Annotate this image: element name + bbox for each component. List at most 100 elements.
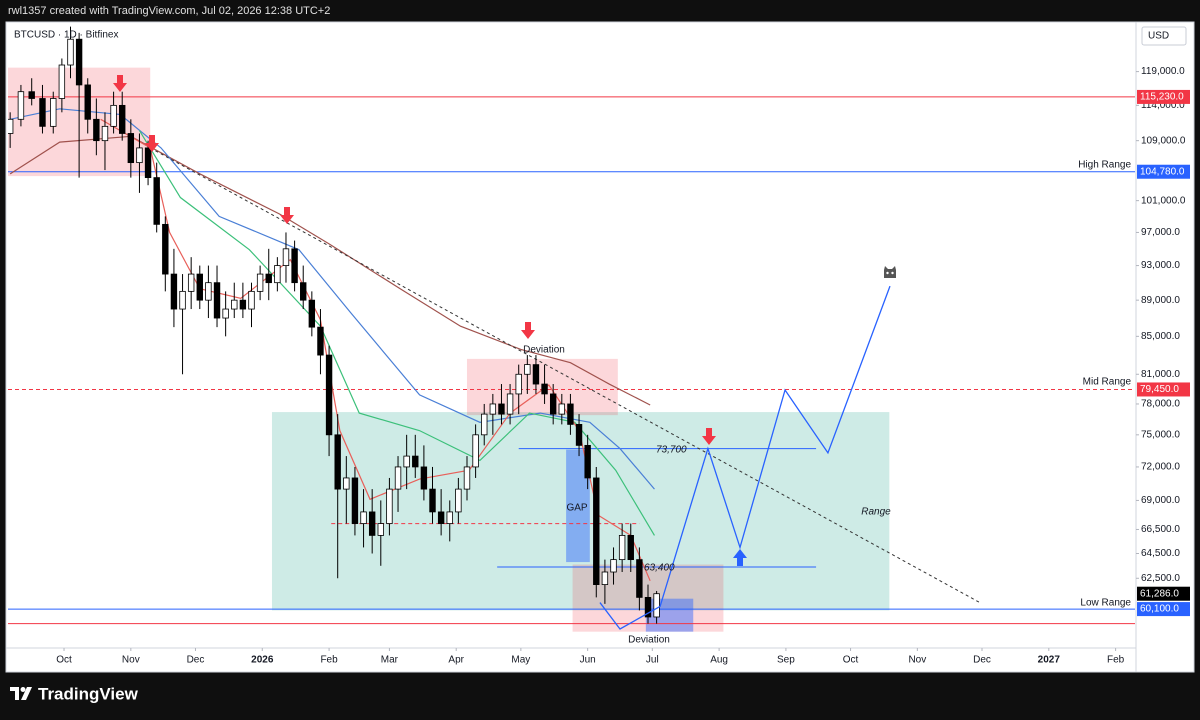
currency-button[interactable] — [1141, 26, 1187, 46]
candle-body — [351, 477, 359, 524]
candle-body — [636, 559, 643, 598]
logo-part — [20, 687, 26, 692]
annotation: Deviation — [523, 345, 565, 356]
candle-body — [325, 354, 333, 436]
candle-body — [93, 118, 100, 142]
candle-body — [282, 248, 290, 266]
x-tick-label: Jun — [580, 655, 596, 666]
candle-body — [50, 98, 57, 127]
symbol-legend[interactable]: BTCUSD · 1D · Bitfinex — [14, 30, 118, 41]
y-tick-label: 89,000.0 — [1141, 295, 1180, 306]
y-tick-label: 78,000.0 — [1141, 399, 1180, 410]
x-tick-label: Sep — [777, 655, 795, 666]
candle-body — [58, 64, 66, 99]
candle-body — [300, 282, 307, 301]
candle-body — [541, 383, 548, 395]
price-tag — [1137, 382, 1190, 397]
down-arrow — [113, 75, 127, 92]
candle-body — [575, 424, 583, 446]
x-tick-label: 2026 — [251, 655, 274, 666]
candle-body — [101, 125, 109, 142]
brand-name[interactable]: TradingView — [38, 684, 139, 703]
candle-body — [308, 299, 316, 328]
candle-body — [420, 466, 428, 490]
x-tick-label: 2027 — [1038, 655, 1061, 666]
candle-body — [403, 455, 410, 468]
candle-body — [524, 364, 531, 375]
candle-body — [653, 593, 660, 618]
x-tick-label: Nov — [122, 655, 140, 666]
moving-average — [138, 130, 655, 536]
level-name: Low Range — [1080, 598, 1131, 609]
candle-body — [248, 290, 255, 310]
moving-average — [9, 135, 651, 406]
candle-body — [627, 535, 634, 561]
candle-body — [593, 477, 600, 585]
candle-body — [558, 403, 566, 415]
candle-body — [412, 455, 419, 468]
cat-eye — [891, 271, 894, 275]
arrow-markers — [113, 75, 747, 566]
candle-body — [127, 133, 135, 164]
candle-body — [291, 248, 298, 284]
candle-body — [187, 273, 195, 292]
candle-body — [162, 223, 169, 275]
x-tick-label: Mar — [381, 655, 399, 666]
trendline — [149, 147, 981, 604]
candle-body — [170, 273, 178, 310]
candle-body — [213, 282, 221, 319]
y-tick-label: 109,000.0 — [1141, 135, 1186, 146]
candle-body — [368, 511, 376, 536]
candle-body — [256, 273, 264, 292]
price-tag — [1137, 586, 1190, 601]
down-arrow — [145, 135, 159, 152]
candle-body — [618, 535, 626, 561]
candle-body — [610, 559, 617, 573]
level-name: Mid Range — [1083, 377, 1132, 388]
y-tick-label: 75,000.0 — [1141, 429, 1180, 440]
down-arrow — [521, 322, 535, 339]
candle-body — [136, 147, 143, 164]
x-tick-label: Dec — [187, 655, 205, 666]
candle-body — [506, 393, 514, 415]
down-arrow — [280, 207, 294, 224]
candle-body — [601, 571, 609, 585]
x-tick-label: Jul — [646, 655, 659, 666]
price-tag-label: 79,450.0 — [1140, 384, 1179, 395]
candle-body — [429, 488, 436, 513]
candle-body — [481, 413, 488, 436]
candle-body — [274, 265, 281, 284]
cat-icon — [884, 266, 896, 278]
x-tick-label: May — [511, 655, 530, 666]
level-name: High Range — [1078, 160, 1131, 171]
candle-body — [446, 511, 453, 524]
y-tick-label: 101,000.0 — [1141, 195, 1186, 206]
candle-body — [489, 403, 497, 415]
brand-logo — [10, 687, 32, 700]
y-tick-label: 114,000.0 — [1141, 100, 1185, 111]
candle-body — [144, 147, 152, 179]
candle-body — [360, 511, 367, 524]
currency-label[interactable]: USD — [1148, 31, 1169, 42]
candle-body — [472, 434, 479, 468]
segment-label: 63,400 — [644, 563, 675, 574]
logo-part — [15, 687, 19, 700]
x-tick-label: Oct — [56, 655, 72, 666]
down-arrow — [702, 428, 716, 445]
author-line: rwl1357 created with TradingView.com, Ju… — [8, 5, 330, 17]
candle-body — [231, 299, 238, 310]
chart-panel — [5, 21, 1195, 673]
annotation: Deviation — [628, 635, 670, 646]
price-tag-label: 60,100.0 — [1140, 604, 1179, 615]
zone-label: GAP — [566, 503, 587, 514]
candle-body — [463, 466, 471, 490]
x-tick-label: Nov — [908, 655, 926, 666]
x-tick-label: Feb — [320, 655, 338, 666]
y-tick-label: 69,000.0 — [1141, 495, 1180, 506]
candle-body — [119, 104, 126, 134]
y-tick-label: 85,000.0 — [1141, 331, 1180, 342]
candle-body — [498, 403, 505, 415]
candle-body — [317, 326, 324, 356]
candle-body — [386, 488, 393, 524]
